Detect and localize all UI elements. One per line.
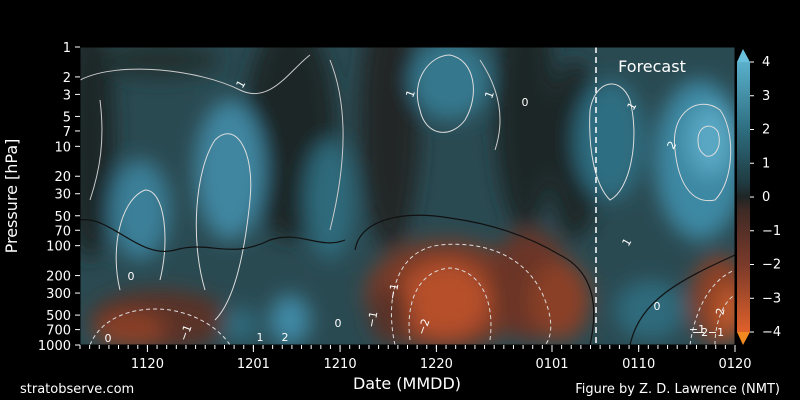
- contour-label: 2: [714, 307, 728, 316]
- y-tick-label: 30: [54, 188, 71, 203]
- y-tick-label: 200: [46, 270, 71, 285]
- x-tick-label: 1210: [324, 357, 357, 372]
- y-tick-label: 10: [54, 140, 71, 155]
- colorbar-tick-label: 0: [762, 190, 770, 205]
- y-tick-label: 700: [46, 324, 71, 339]
- contour-label: 0: [105, 332, 112, 345]
- contour-label: −2: [692, 326, 708, 339]
- x-tick-label: 1120: [131, 357, 164, 372]
- colorbar-tick-label: 1: [762, 156, 770, 171]
- y-tick-label: 5: [63, 110, 71, 125]
- contour-label: 2: [282, 331, 289, 344]
- colorbar-tick-label: −2: [762, 258, 781, 273]
- contour-label: −1: [365, 310, 381, 328]
- contour-label: −1: [177, 323, 195, 343]
- contour-label: 0: [522, 96, 529, 109]
- colorbar-tick-label: 4: [762, 55, 770, 70]
- contour-label: 0: [128, 270, 135, 283]
- colorbar-tick-label: −4: [762, 325, 781, 340]
- contour-label: 1: [482, 89, 497, 100]
- contour-label: 0: [335, 317, 342, 330]
- y-tick-label: 7: [63, 125, 71, 140]
- colorbar: 4 3 2 1 0 −1 −2 −3 −4: [737, 49, 781, 345]
- y-tick-label: 50: [54, 210, 71, 225]
- x-axis: 1120 1201 1210 1220 0101 0110 0120: [79, 345, 752, 372]
- contour-label-group: 11 10 1210−10−1 −202−112−10 −1−2: [105, 78, 728, 345]
- colorbar-ticks: 4 3 2 1 0 −1 −2 −3 −4: [750, 55, 781, 340]
- contour-label: 0: [654, 300, 661, 313]
- colorbar-tick-label: −3: [762, 291, 781, 306]
- y-tick-label: 100: [46, 240, 71, 255]
- y-tick-label: 70: [54, 224, 71, 239]
- y-tick-label: 1: [63, 41, 71, 56]
- chart-subtitle: Fcst Init: 2022-01-10: [324, 26, 491, 45]
- contour-label: −1: [386, 282, 402, 300]
- y-tick-label: 2: [63, 71, 71, 86]
- x-tick-label: 1201: [237, 357, 270, 372]
- colorbar-bar: [737, 62, 750, 332]
- x-tick-label: 0101: [535, 357, 568, 372]
- x-axis-label: Date (MMDD): [353, 374, 461, 393]
- forecast-label: Forecast: [618, 57, 686, 76]
- y-axis-label: Pressure [hPa]: [2, 139, 21, 254]
- contour-label: −1: [689, 323, 705, 336]
- y-tick-label: 500: [46, 309, 71, 324]
- colorbar-tick-label: −1: [762, 224, 781, 239]
- x-tick-label: 1220: [420, 357, 453, 372]
- contour-label: −2: [415, 317, 433, 337]
- x-tick-label: 0120: [718, 357, 751, 372]
- footer-site: stratobserve.com: [20, 382, 134, 397]
- y-tick-label: 20: [54, 170, 71, 185]
- contour-label: 1: [257, 331, 264, 344]
- y-tick-label: 300: [46, 287, 71, 302]
- heatmap-field: [80, 47, 735, 345]
- colorbar-tick-label: 2: [762, 123, 770, 138]
- colorbar-tick-label: 3: [762, 89, 770, 104]
- footer-credit: Figure by Z. D. Lawrence (NMT): [575, 382, 780, 397]
- colorbar-top-arrow: [737, 49, 750, 62]
- colorbar-bottom-arrow: [737, 332, 750, 345]
- y-tick-label: 1000: [38, 339, 71, 354]
- contour-label: 1: [403, 88, 418, 99]
- x-tick-label: 0110: [622, 357, 655, 372]
- chart-title: GFS Northern Annular Mode Index: [237, 4, 578, 28]
- contour-lines: [80, 54, 735, 345]
- contour-label: −1: [708, 326, 724, 339]
- plot-area: 11 10 1210−10−1 −202−112−10 −1−2 Forecast: [79, 46, 736, 346]
- y-tick-label: 3: [63, 88, 71, 103]
